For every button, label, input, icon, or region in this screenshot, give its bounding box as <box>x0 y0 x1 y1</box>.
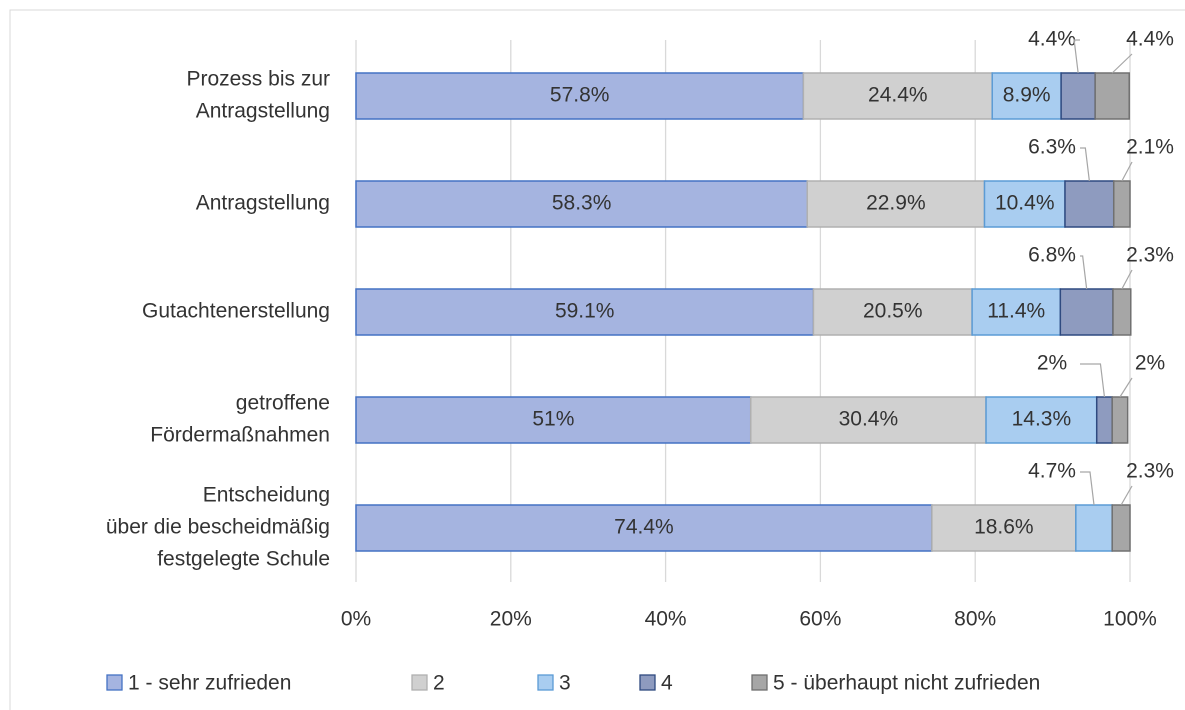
data-label: 30.4% <box>839 408 899 431</box>
x-tick-label: 40% <box>645 608 687 631</box>
data-label: 74.4% <box>614 516 674 539</box>
legend-swatch <box>751 674 768 691</box>
data-label: 58.3% <box>552 192 612 215</box>
data-label: 57.8% <box>550 84 610 107</box>
bar-segment <box>1112 288 1132 336</box>
leader-line <box>1120 485 1133 506</box>
leader-line <box>1119 377 1133 398</box>
bar-segment <box>802 72 993 120</box>
legend-swatch <box>537 674 554 691</box>
y-tick-label: festgelegte Schule <box>157 548 330 571</box>
y-tick-label: über die bescheidmäßig <box>106 516 330 539</box>
x-tick-label: 100% <box>1103 608 1157 631</box>
x-tick-label: 80% <box>954 608 996 631</box>
x-tick-label: 0% <box>341 608 371 631</box>
bar-segment <box>806 180 986 228</box>
y-tick-label: Fördermaßnahmen <box>150 424 330 447</box>
bar-segment <box>1111 504 1131 552</box>
y-tick-label: getroffene <box>236 392 330 415</box>
data-label: 6.3% <box>1028 136 1076 159</box>
legend-label: 4 <box>661 672 673 695</box>
bar-segment <box>1094 72 1130 120</box>
legend-label: 5 - überhaupt nicht zufrieden <box>773 672 1040 695</box>
bar-segment <box>983 180 1066 228</box>
data-label: 51% <box>532 408 574 431</box>
data-label: 2.3% <box>1126 244 1174 267</box>
data-label: 59.1% <box>555 300 615 323</box>
bar-segment <box>812 288 973 336</box>
legend-label: 2 <box>433 672 445 695</box>
data-label: 24.4% <box>868 84 928 107</box>
y-tick-label: Entscheidung <box>203 484 330 507</box>
bar-segment <box>931 504 1077 552</box>
bar-segment <box>1064 180 1115 228</box>
chart-border <box>9 9 1185 710</box>
data-label: 14.3% <box>1012 408 1072 431</box>
leader-line <box>1121 269 1133 290</box>
y-tick-label: Antragstellung <box>196 192 330 215</box>
bar-segment <box>355 504 933 552</box>
leader-line <box>1121 161 1133 182</box>
legend-swatch <box>411 674 428 691</box>
data-label: 4.7% <box>1028 460 1076 483</box>
leader-line <box>1111 53 1133 74</box>
data-label: 20.5% <box>863 300 923 323</box>
bar-segment <box>991 72 1062 120</box>
y-tick-label: Gutachtenerstellung <box>142 300 330 323</box>
x-tick-label: 60% <box>799 608 841 631</box>
data-label: 2% <box>1135 352 1165 375</box>
y-tick-label: Antragstellung <box>196 100 330 123</box>
data-label: 2.1% <box>1126 136 1174 159</box>
legend-swatch <box>639 674 656 691</box>
legend-label: 3 <box>559 672 571 695</box>
data-label: 4.4% <box>1126 28 1174 51</box>
bar-segment <box>1111 396 1129 444</box>
bar-segment <box>985 396 1098 444</box>
data-label: 2% <box>1037 352 1067 375</box>
bar-segment <box>1060 72 1096 120</box>
leader-line <box>1080 147 1090 182</box>
bar-segment <box>355 288 815 336</box>
data-label: 8.9% <box>1003 84 1051 107</box>
data-label: 11.4% <box>987 300 1045 323</box>
leader-line <box>1073 39 1080 74</box>
x-tick-label: 20% <box>490 608 532 631</box>
bar-segment <box>1075 504 1113 552</box>
bar-segment <box>1095 396 1113 444</box>
leader-line <box>1080 471 1095 506</box>
legend-swatch <box>106 674 123 691</box>
leader-line <box>1080 363 1106 398</box>
legend-label: 1 - sehr zufrieden <box>128 672 291 695</box>
data-label: 22.9% <box>866 192 926 215</box>
data-label: 6.8% <box>1028 244 1076 267</box>
bar-segment <box>1112 180 1131 228</box>
data-label: 4.4% <box>1028 28 1076 51</box>
data-label: 2.3% <box>1126 460 1174 483</box>
y-tick-label: Prozess bis zur <box>186 68 330 91</box>
data-label: 10.4% <box>995 192 1055 215</box>
bar-segment <box>749 396 987 444</box>
bar-segment <box>355 396 752 444</box>
data-label: 18.6% <box>974 516 1034 539</box>
leader-line <box>1080 255 1088 290</box>
bar-segment <box>1059 288 1114 336</box>
